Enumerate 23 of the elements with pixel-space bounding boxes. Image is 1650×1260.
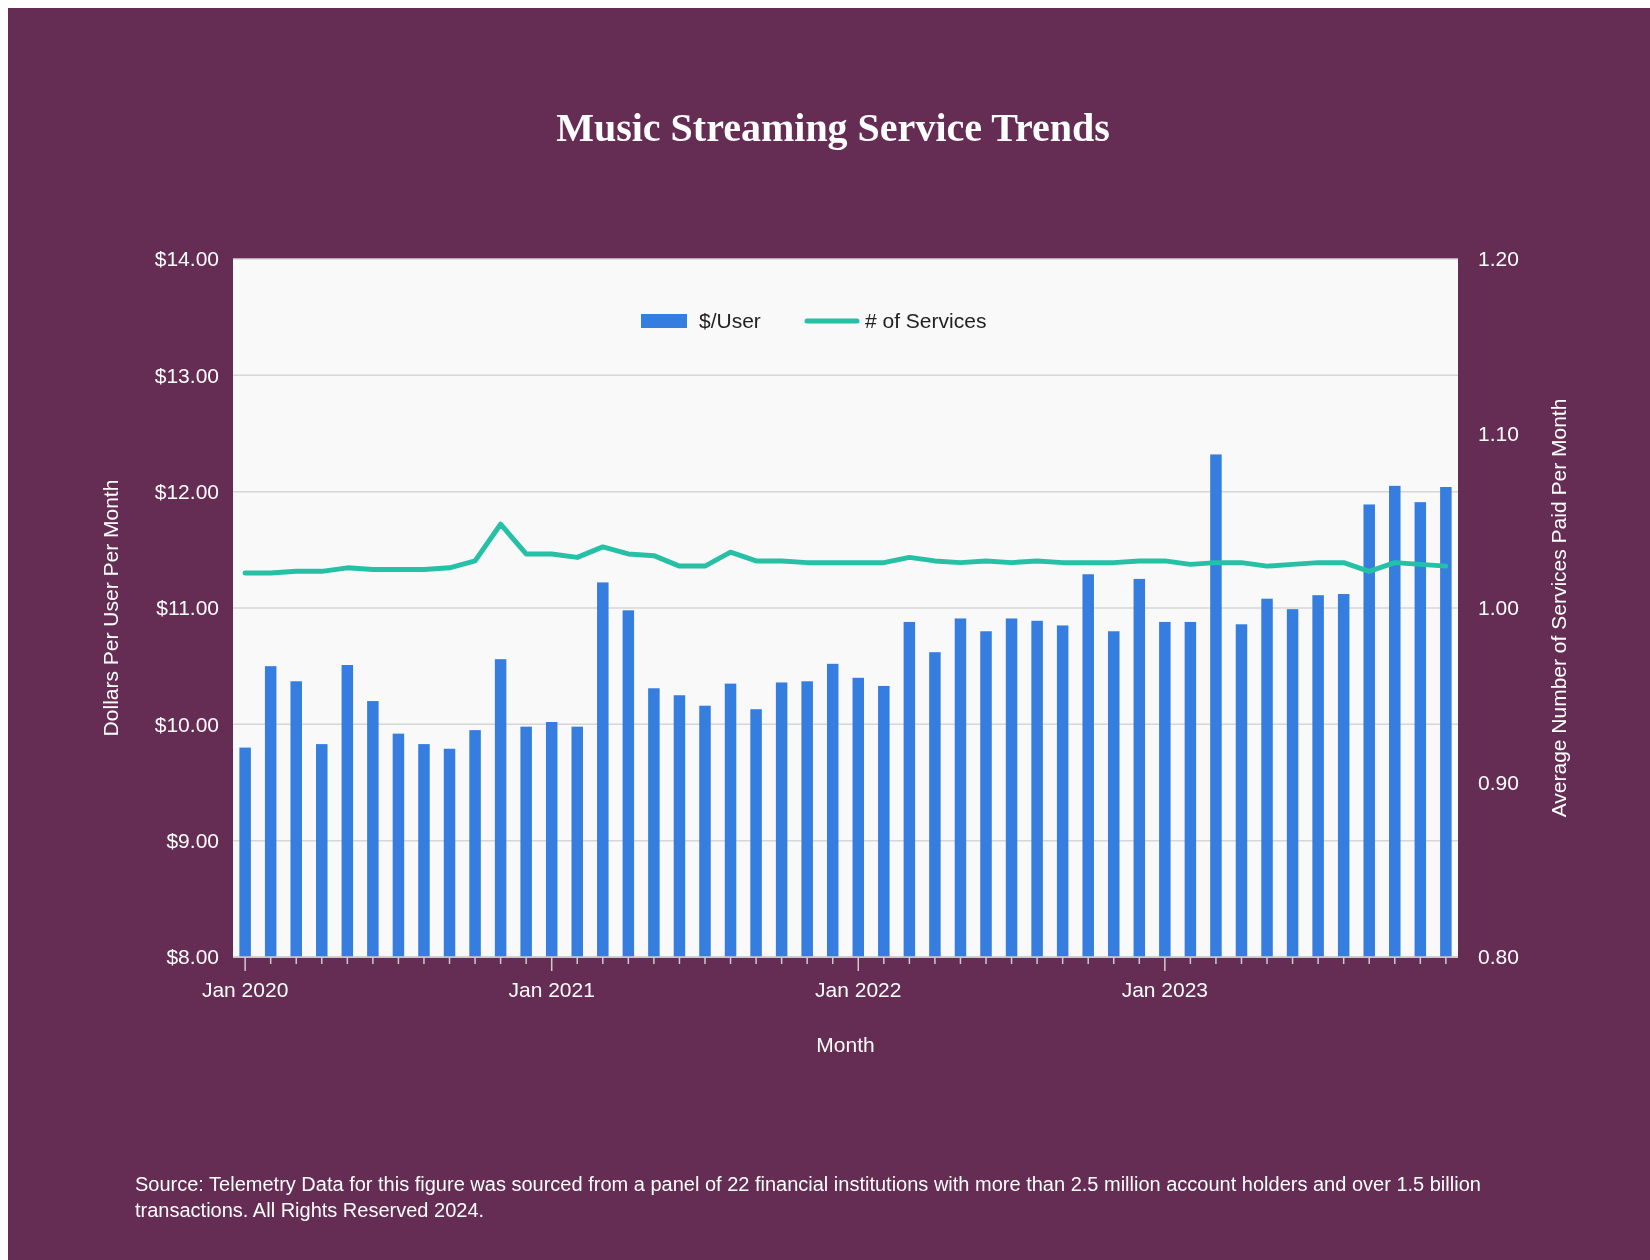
y-tick-label: $8.00 xyxy=(166,945,219,969)
x-axis-title: Month xyxy=(816,1033,875,1056)
y-tick-label: $11.00 xyxy=(156,596,219,620)
y2-tick-label: 1.20 xyxy=(1478,247,1519,271)
source-note: Source: Telemetry Data for this figure was sourced from a panel of 22 financial institutions with more than 2.5 million account holders and over 1.5 billion transactions. All Rights Reserved 2024. xyxy=(135,1172,1482,1223)
y2-tick-label: 0.90 xyxy=(1478,770,1519,794)
x-tick-label: Jan 2021 xyxy=(508,978,595,1001)
legend-label: # of Services xyxy=(865,309,987,333)
y-axis-title: Dollars Per User Per Month xyxy=(99,479,122,737)
y-tick-label: $12.00 xyxy=(154,480,219,504)
y-tick-label: $14.00 xyxy=(154,247,219,271)
y-tick-label: $10.00 xyxy=(154,712,219,736)
y2-axis-title: Average Number of Services Paid Per Month xyxy=(1547,398,1570,818)
legend-label: $/User xyxy=(699,309,761,333)
chart-title: Music Streaming Service Trends xyxy=(556,105,1110,150)
y-tick-label: $9.00 xyxy=(166,829,219,853)
x-tick-label: Jan 2023 xyxy=(1121,978,1209,1001)
x-tick-label: Jan 2022 xyxy=(815,978,902,1001)
y2-tick-label: 0.80 xyxy=(1478,945,1519,969)
x-tick-label: Jan 2020 xyxy=(201,978,289,1001)
y-tick-label: $13.00 xyxy=(154,363,219,387)
y2-tick-label: 1.10 xyxy=(1478,421,1519,445)
y2-tick-label: 1.00 xyxy=(1478,596,1519,620)
